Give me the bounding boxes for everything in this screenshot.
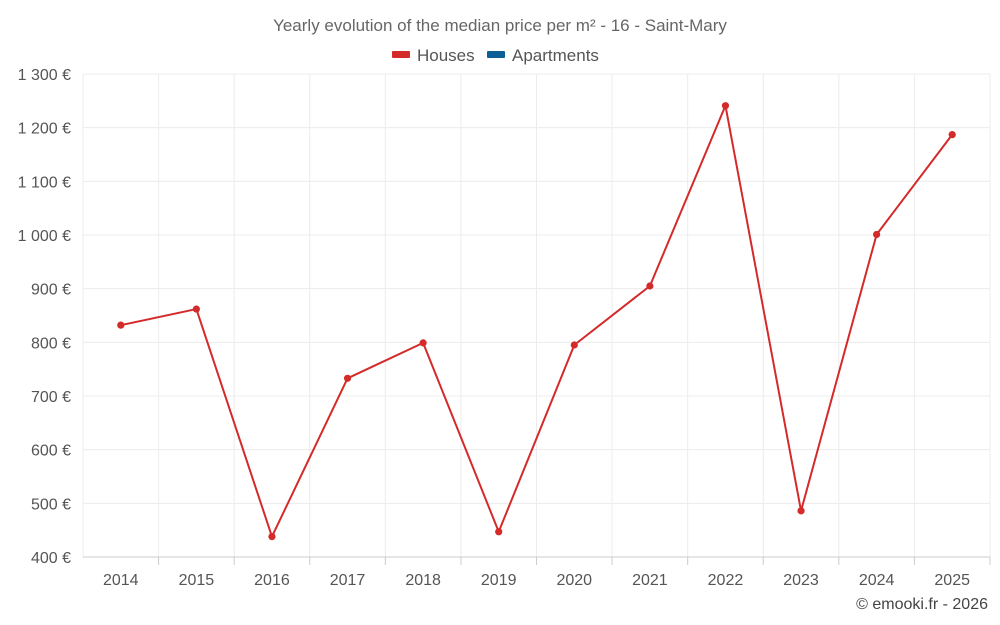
data-point xyxy=(419,339,427,347)
data-point xyxy=(570,341,578,349)
data-point xyxy=(721,102,730,110)
series-line-houses xyxy=(120,104,954,538)
legend-item-apartments: Apartments xyxy=(487,46,599,65)
data-point xyxy=(192,305,200,313)
legend: Houses Apartments xyxy=(392,46,599,65)
y-tick-label: 600 € xyxy=(31,443,71,460)
data-point xyxy=(646,282,654,290)
y-tick-label: 900 € xyxy=(31,282,71,299)
data-point xyxy=(873,230,881,239)
credit-text: © emooki.fr - 2026 xyxy=(856,596,988,613)
y-tick-label: 1 000 € xyxy=(18,228,71,245)
legend-item-houses: Houses xyxy=(392,46,475,65)
x-axis: 2014 2015 2016 2017 2018 2019 2020 2021 2022 2023… xyxy=(83,556,991,589)
y-tick-label: 1 200 € xyxy=(18,121,71,138)
x-tick-label: 2025 xyxy=(934,572,970,589)
legend-label: Houses xyxy=(417,46,475,65)
y-tick-label: 1 300 € xyxy=(18,67,71,84)
x-tick-label: 2022 xyxy=(708,572,744,589)
x-tick-label: 2014 xyxy=(103,572,139,589)
legend-label: Apartments xyxy=(512,46,599,65)
legend-swatch xyxy=(392,51,410,58)
y-tick-label: 800 € xyxy=(31,335,71,352)
y-tick-label: 500 € xyxy=(31,496,71,513)
y-tick-label: 1 100 € xyxy=(18,174,71,191)
x-tick-label: 2020 xyxy=(556,572,592,589)
x-tick-label: 2021 xyxy=(632,572,668,589)
series-group xyxy=(117,102,956,541)
x-tick-label: 2023 xyxy=(783,572,819,589)
data-point xyxy=(268,533,276,541)
x-tick-label: 2018 xyxy=(405,572,441,589)
y-axis: 400 € 500 € 600 € 700 € 800 € 900 € 1 000 € 1 1… xyxy=(18,67,71,567)
data-point xyxy=(117,321,125,329)
legend-swatch xyxy=(487,51,505,58)
y-tick-label: 700 € xyxy=(31,389,71,406)
data-point xyxy=(797,507,805,515)
x-tick-label: 2015 xyxy=(179,572,215,589)
data-point xyxy=(495,528,503,536)
data-point xyxy=(948,131,956,139)
x-tick-label: 2016 xyxy=(254,572,290,589)
data-point xyxy=(343,374,352,382)
x-tick-label: 2019 xyxy=(481,572,517,589)
x-tick-label: 2017 xyxy=(330,572,366,589)
chart-title: Yearly evolution of the median price per… xyxy=(273,16,727,35)
y-tick-label: 400 € xyxy=(31,550,71,567)
x-tick-label: 2024 xyxy=(859,572,895,589)
